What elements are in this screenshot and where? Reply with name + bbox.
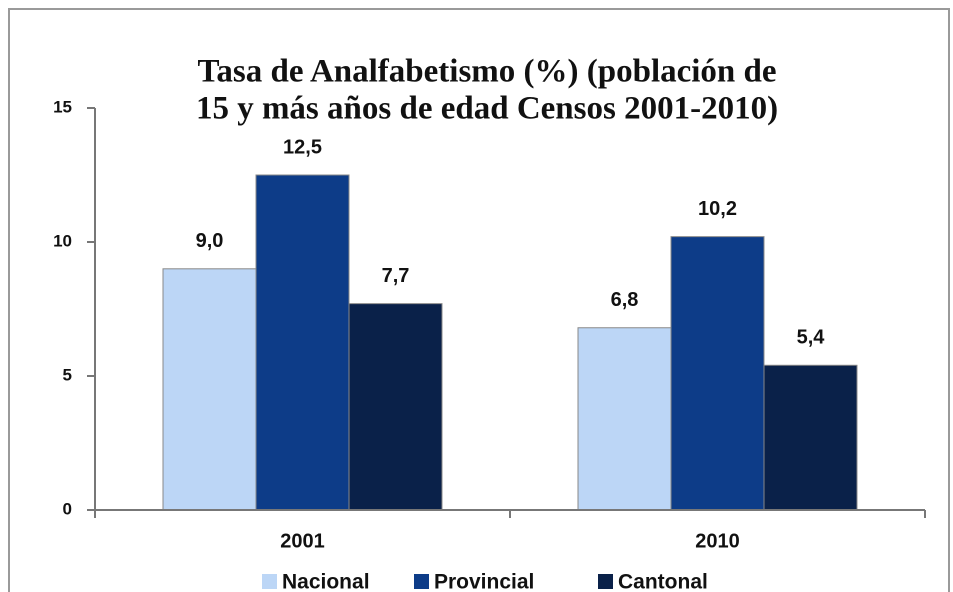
bar <box>162 268 257 511</box>
value-label: 12,5 <box>283 136 322 158</box>
bar <box>577 327 672 511</box>
y-tick-label: 5 <box>63 365 72 384</box>
bar <box>763 364 858 511</box>
x-tick-label: 2001 <box>280 530 325 552</box>
value-label: 9,0 <box>196 230 224 252</box>
bar <box>348 303 443 511</box>
legend-swatch <box>598 574 613 589</box>
chart-title: Tasa de Analfabetismo (%) (población de <box>197 54 776 90</box>
y-tick-label: 15 <box>53 97 72 116</box>
y-tick-label: 0 <box>63 499 72 518</box>
legend-label: Provincial <box>434 571 534 592</box>
value-label: 5,4 <box>797 327 826 349</box>
value-label: 6,8 <box>611 289 639 311</box>
legend-label: Cantonal <box>618 571 708 592</box>
x-tick-label: 2010 <box>695 530 740 552</box>
legend-swatch <box>414 574 429 589</box>
value-label: 10,2 <box>698 198 737 220</box>
legend-swatch <box>262 574 277 589</box>
chart-title: 15 y más años de edad Censos 2001-2010) <box>196 91 778 127</box>
legend-label: Nacional <box>282 571 370 592</box>
bar <box>255 174 350 511</box>
y-tick-label: 10 <box>53 231 72 250</box>
bar <box>670 236 765 511</box>
value-label: 7,7 <box>382 265 410 287</box>
